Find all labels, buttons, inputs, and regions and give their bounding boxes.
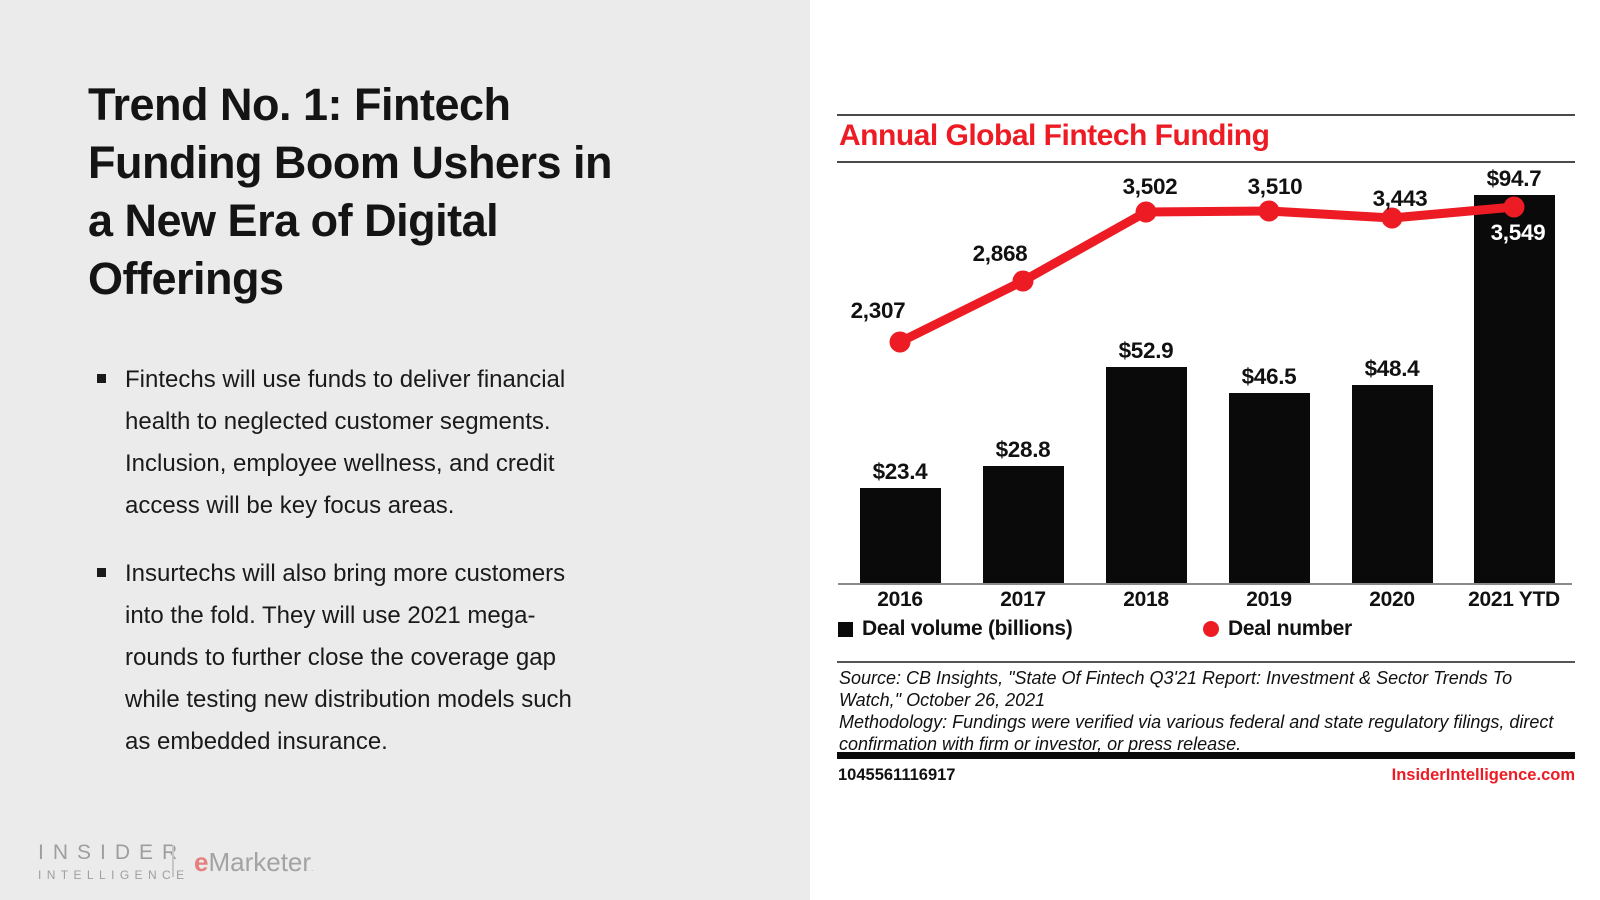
list-item: Fintechs will use funds to deliver finan… — [97, 359, 717, 527]
deal-volume-bar — [859, 488, 941, 584]
emarketer-logo-e: e — [194, 847, 209, 877]
page-title-line: Funding Boom Ushers in — [88, 137, 613, 188]
insider-intelligence-logo: INSIDER INTELLIGENCE — [38, 842, 190, 881]
deal-volume-bar — [1351, 385, 1433, 584]
deal-number-label: 2,868 — [972, 241, 1028, 266]
bullet-square-icon — [97, 568, 106, 577]
deal-number-label: 3,510 — [1247, 174, 1303, 199]
x-axis-tick-label: 2017 — [1000, 588, 1046, 611]
source-note-line: confirmation with firm or investor, or p… — [839, 734, 1242, 754]
legend-deal-number-label: Deal number — [1228, 617, 1352, 640]
page-title-line: a New Era of Digital — [88, 195, 499, 246]
bullet-text-line: health to neglected customer segments. — [125, 408, 551, 435]
source-note: Source: CB Insights, "State Of Fintech Q… — [839, 667, 1569, 755]
legend-deal-volume: Deal volume (billions) — [838, 616, 1073, 642]
deal-number-point — [1258, 200, 1280, 222]
bar-value-label: $48.4 — [1364, 356, 1420, 381]
bullet-text-line: rounds to further close the coverage gap — [125, 644, 556, 671]
bar-value-label: $52.9 — [1118, 338, 1174, 363]
x-axis-tick-label: 2021 YTD — [1468, 588, 1560, 611]
bullet-text-line: Inclusion, employee wellness, and credit — [125, 450, 555, 477]
chart-id-code: 1045561116917 — [838, 766, 956, 784]
chart-panel: Annual Global Fintech Funding $23.4 $28.8… — [810, 0, 1600, 900]
emarketer-logo-mark: . — [311, 863, 314, 873]
source-note-line: Source: CB Insights, "State Of Fintech Q… — [839, 668, 1513, 688]
bullet-text-line: access will be key focus areas. — [125, 492, 455, 519]
line-legend-swatch-icon — [1203, 621, 1219, 637]
chart-title-rule — [837, 161, 1575, 163]
chart-title: Annual Global Fintech Funding — [839, 119, 1270, 152]
deal-number-label: 3,443 — [1372, 186, 1428, 211]
deal-number-point — [1012, 270, 1034, 292]
deal-number-label: 3,502 — [1122, 174, 1178, 199]
bar-value-label: $28.8 — [995, 437, 1051, 462]
bullet-square-icon — [97, 374, 106, 383]
logo-divider — [172, 845, 174, 877]
bullet-text-line: while testing new distribution models su… — [125, 686, 572, 713]
footer-bar — [837, 752, 1575, 759]
deal-volume-bar — [982, 466, 1064, 584]
bullet-text: Fintechs will use funds to deliver finan… — [125, 359, 565, 527]
deal-volume-bar — [1105, 367, 1187, 584]
source-rule — [837, 661, 1575, 663]
list-item: Insurtechs will also bring more customer… — [97, 553, 717, 763]
page-title: Trend No. 1: Fintech Funding Boom Ushers … — [88, 76, 748, 308]
insider-logo-text: INSIDER — [38, 841, 187, 864]
emarketer-logo-rest: Marketer — [208, 847, 312, 877]
insider-intelligence-url: InsiderIntelligence.com — [1391, 766, 1575, 784]
bar-value-label: $46.5 — [1241, 364, 1297, 389]
deal-volume-bar — [1473, 195, 1555, 584]
deal-number-point — [1135, 201, 1157, 223]
bullet-text-line: as embedded insurance. — [125, 728, 388, 755]
page-title-line: Offerings — [88, 253, 284, 304]
source-note-line: Methodology: Fundings were verified via … — [839, 712, 1554, 732]
bullet-list: Fintechs will use funds to deliver finan… — [97, 359, 717, 789]
bullet-text-line: Fintechs will use funds to deliver finan… — [125, 366, 566, 393]
bar-value-label: $23.4 — [872, 459, 928, 484]
chart-top-rule — [837, 114, 1575, 116]
legend-deal-volume-label: Deal volume (billions) — [862, 617, 1073, 640]
x-axis-tick-label: 2016 — [877, 588, 923, 611]
deal-volume-bar — [1228, 393, 1310, 584]
x-axis-tick-label: 2019 — [1246, 588, 1292, 611]
source-note-line: Watch," October 26, 2021 — [839, 690, 1046, 710]
bar-value-label: $94.7 — [1486, 166, 1542, 191]
page-title-line: Trend No. 1: Fintech — [88, 79, 511, 130]
text-panel: Trend No. 1: Fintech Funding Boom Ushers … — [0, 0, 810, 900]
bar-legend-swatch-icon — [838, 621, 853, 637]
bullet-text-line: into the fold. They will use 2021 mega- — [125, 602, 536, 629]
x-axis-tick-label: 2018 — [1123, 588, 1169, 611]
bullet-text: Insurtechs will also bring more customer… — [125, 553, 572, 763]
legend-deal-number: Deal number — [1203, 616, 1352, 642]
deal-number-point — [889, 331, 911, 353]
deal-number-label: 2,307 — [850, 298, 906, 323]
x-axis-tick-label: 2020 — [1369, 588, 1415, 611]
emarketer-logo: eMarketer. — [194, 849, 314, 881]
intelligence-logo-text: INTELLIGENCE — [38, 868, 190, 882]
x-axis-line — [838, 583, 1572, 585]
bullet-text-line: Insurtechs will also bring more customer… — [125, 560, 566, 587]
deal-number-label: 3,549 — [1490, 220, 1546, 245]
